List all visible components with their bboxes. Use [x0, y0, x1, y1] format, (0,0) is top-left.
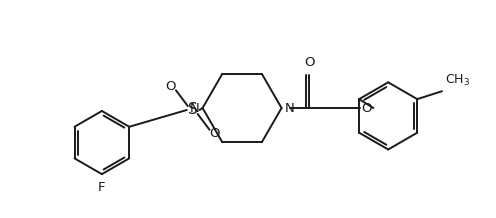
Text: N: N — [190, 102, 199, 114]
Text: O: O — [304, 56, 314, 68]
Text: S: S — [188, 102, 197, 118]
Text: F: F — [98, 181, 106, 194]
Text: O: O — [361, 102, 372, 114]
Text: N: N — [285, 102, 294, 114]
Text: CH$_3$: CH$_3$ — [445, 73, 470, 88]
Text: O: O — [166, 80, 176, 93]
Text: O: O — [209, 127, 220, 140]
